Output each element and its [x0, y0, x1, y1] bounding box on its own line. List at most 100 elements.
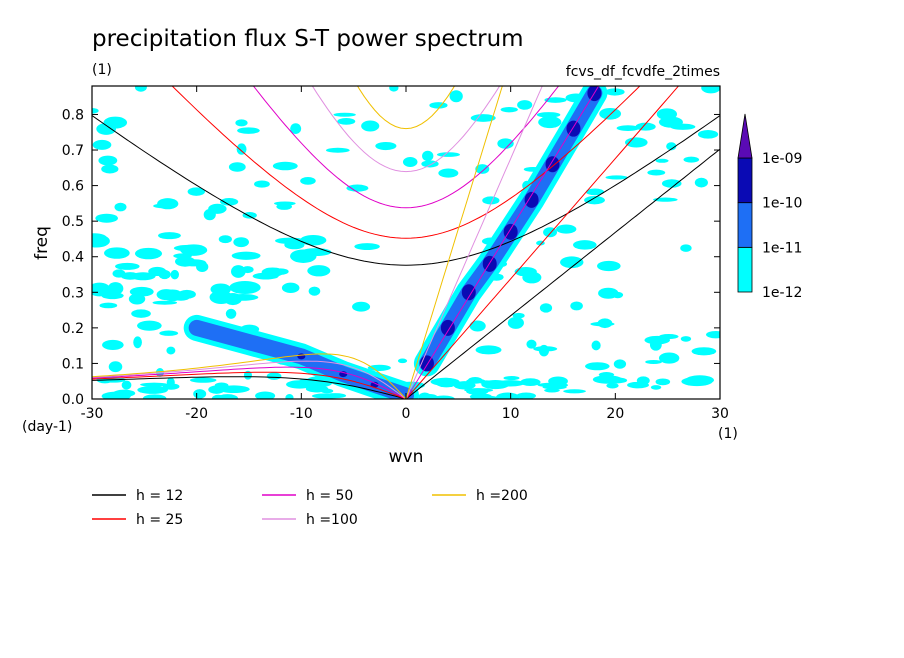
rossby-curve	[92, 366, 407, 399]
noise-patch	[467, 376, 483, 384]
noise-patch	[556, 224, 577, 234]
noise-patch	[616, 125, 640, 131]
y-tick-label: 0.4	[62, 250, 84, 266]
noise-patch	[108, 361, 123, 373]
noise-patch	[140, 382, 169, 387]
y-tick-label: 0.3	[62, 285, 84, 301]
kelvin-curve	[405, 86, 600, 399]
noise-patch	[131, 309, 151, 318]
noise-patch	[177, 289, 196, 299]
noise-patch	[591, 340, 601, 351]
feature-core	[440, 319, 455, 336]
noise-patch	[272, 161, 298, 171]
noise-patch	[449, 90, 463, 103]
ig-curve	[171, 86, 641, 239]
feature-core	[461, 284, 476, 301]
noise-patch	[592, 375, 622, 384]
noise-patch	[290, 123, 302, 134]
noise-patch	[661, 179, 682, 188]
legend-label: h =200	[476, 488, 528, 504]
noise-patch	[333, 112, 356, 117]
noise-patch	[666, 142, 677, 151]
noise-patch	[496, 380, 525, 387]
legend-label: h = 50	[306, 488, 353, 504]
noise-patch	[533, 346, 558, 352]
noise-patch	[572, 240, 597, 250]
x-tick-label: 10	[502, 406, 520, 422]
noise-patch	[173, 244, 203, 252]
rossby-curve	[92, 371, 407, 399]
noise-patch	[697, 130, 719, 139]
noise-patch	[550, 382, 568, 388]
noise-patch	[656, 108, 678, 120]
noise-patch	[683, 156, 700, 163]
noise-patch	[227, 294, 259, 301]
noise-patch	[563, 389, 586, 394]
noise-patch	[153, 203, 175, 209]
y-tick-label: 0.7	[62, 143, 84, 159]
noise-patch	[585, 362, 610, 371]
noise-patch	[255, 391, 276, 399]
colorbar-label: 1e-09	[762, 151, 802, 167]
noise-patch	[522, 271, 542, 284]
ig-curve	[92, 115, 720, 266]
noise-patch	[218, 235, 232, 244]
legend-label: h = 12	[136, 488, 183, 504]
noise-patch	[311, 393, 341, 399]
colorbar-swatch	[737, 157, 753, 204]
rossby-curve	[92, 353, 407, 399]
noise-patch	[497, 138, 514, 149]
noise-patch	[680, 244, 692, 252]
noise-patch	[156, 289, 177, 301]
noise-patch	[418, 392, 432, 399]
x-tick-label: -10	[290, 406, 313, 422]
x-tick-label: -30	[81, 406, 104, 422]
noise-patch	[102, 339, 124, 350]
noise-patch	[92, 107, 99, 114]
feature-core	[503, 223, 518, 240]
colorbar-label: 1e-10	[762, 196, 802, 212]
noise-patch	[210, 283, 231, 296]
noise-patch	[300, 235, 327, 246]
colorbar-extension	[737, 113, 753, 159]
noise-patch	[653, 197, 678, 202]
noise-patch	[120, 272, 140, 280]
noise-patch	[236, 143, 247, 155]
y-tick-label: 0.6	[62, 179, 84, 195]
kelvin-curve	[405, 148, 720, 399]
noise-patch	[517, 100, 533, 110]
noise-patch	[115, 262, 140, 270]
noise-contours	[92, 86, 720, 399]
noise-patch	[429, 102, 448, 109]
noise-patch	[655, 158, 669, 163]
noise-patch	[114, 202, 127, 212]
noise-patch	[107, 282, 124, 295]
noise-patch	[231, 251, 261, 260]
noise-patch	[133, 336, 142, 349]
noise-patch	[680, 336, 692, 342]
noise-patch	[361, 120, 380, 132]
feature-core	[545, 156, 560, 173]
colorbar-swatch	[737, 246, 753, 293]
legend: h = 12 h = 25 h = 50 h =100 h =200	[92, 488, 528, 528]
noise-patch	[148, 266, 167, 277]
colorbar-label: 1e-12	[762, 285, 802, 301]
feature-core	[524, 191, 539, 208]
noise-patch	[325, 147, 350, 153]
x-tick-label: 30	[711, 406, 729, 422]
noise-patch	[158, 232, 181, 240]
noise-patch	[96, 123, 117, 135]
noise-patch	[193, 389, 207, 399]
y-tick-label: 0.8	[62, 107, 84, 123]
noise-patch	[231, 265, 246, 278]
noise-patch	[536, 112, 561, 118]
noise-patch	[520, 378, 541, 387]
noise-patch	[243, 370, 252, 380]
noise-patch	[92, 233, 108, 244]
noise-patch	[134, 86, 147, 92]
kelvin-curve	[405, 86, 543, 399]
noise-patch	[500, 107, 518, 113]
legend-label: h = 25	[136, 512, 183, 528]
noise-patch	[526, 339, 537, 349]
